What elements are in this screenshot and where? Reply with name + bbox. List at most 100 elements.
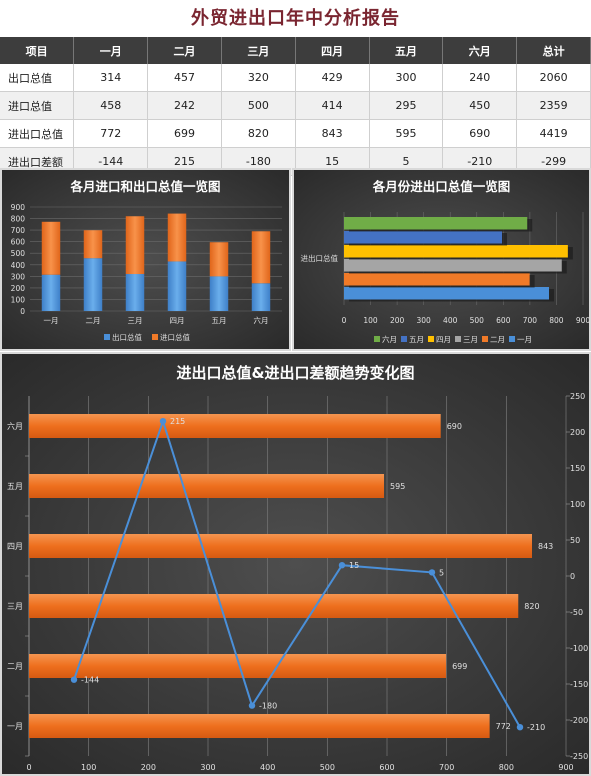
x-tick-label: 600 [379,763,394,772]
header-cell: 五月 [369,37,444,64]
line-data-label: -180 [259,702,277,711]
header-cell: 四月 [295,37,370,64]
stacked-bar-chart: 0 100 200 300 400 500 600 700 800 900 一月 二月 三月 四月 五月 六月… [11,203,282,342]
bar-total [29,414,441,438]
table-cell: 690 [442,119,518,148]
bar-data-label: 699 [452,662,467,671]
table-cell: 500 [221,91,296,120]
bar-export [167,261,187,311]
y-tick-label: 500 [11,249,26,258]
y2-tick-label: 0 [570,572,575,581]
legend-swatch-export [104,334,110,340]
table-cell: 772 [73,119,149,148]
summary-table: 项目 一月 二月 三月 四月 五月 六月 总计 出口总值 314 457 320… [0,37,591,176]
x-tick-label: 二月 [86,316,101,325]
table-cell: 295 [369,91,444,120]
x-tick-label: 100 [363,316,378,325]
line-point [516,724,524,731]
stacked-bar-chart-panel: 各月进口和出口总值一览图 0 100 200 300 400 500 600 700 800 90… [0,168,291,351]
bar-import [41,221,61,275]
line-data-label: -210 [527,723,545,732]
table-cell: 314 [73,64,149,92]
table-row: 进出口总值 772 699 820 843 595 690 4419 [0,119,591,148]
x-tick-label: 一月 [44,316,59,325]
x-tick-label: 0 [26,763,31,772]
y-tick-label: 700 [11,226,26,235]
x-tick-label: 600 [496,316,511,325]
horizontal-bar-chart-panel: 各月份进出口总值一览图 0 100 200 300 400 500 600 700 800 900… [292,168,591,351]
legend-swatch [374,336,380,342]
y-tick-label: 三月 [7,602,23,611]
line-data-label: 215 [170,417,185,426]
legend-label: 四月 [436,335,451,344]
bar-五月 [344,231,503,244]
x-tick-label: 500 [470,316,485,325]
header-cell: 三月 [221,37,296,64]
table-cell: 320 [221,64,296,92]
table-cell: 843 [295,119,370,148]
y-tick-label: 四月 [7,542,23,551]
legend-label: 三月 [463,335,478,344]
x-tick-label: 800 [499,763,514,772]
line-data-label: -144 [81,676,99,685]
table-cell: 450 [442,91,518,120]
x-tick-label: 900 [576,316,589,325]
bar-import [125,216,145,275]
combo-chart-panel: 进出口总值&进出口差额趋势变化图 0 100 200 300 400 500 600 700 8… [0,352,591,776]
legend-swatch [455,336,461,342]
legend-label: 二月 [490,335,505,344]
x-tick-label: 300 [417,316,432,325]
y2-tick-label: 150 [570,464,585,473]
table-cell: 595 [369,119,444,148]
table-cell: 240 [442,64,518,92]
bar-import [251,231,271,284]
table-row: 出口总值 314 457 320 429 300 240 2060 [0,64,591,92]
x-tick-label: 700 [439,763,454,772]
y-tick-label: 900 [11,203,26,212]
table-cell: 414 [295,91,370,120]
x-tick-label: 四月 [170,316,185,325]
table-cell: 457 [147,64,222,92]
legend-swatch-import [152,334,158,340]
y-tick-label: 600 [11,238,26,247]
y-tick-label: 300 [11,272,26,281]
y-tick-label: 800 [11,215,26,224]
bar-export [251,283,271,311]
y2-tick-label: 250 [570,392,585,401]
bar-export [41,274,61,311]
header-cell: 一月 [73,37,149,64]
bar-data-label: 595 [390,482,405,491]
line-point [248,702,256,709]
row-label: 进出口总值 [0,119,75,148]
line-data-label: 5 [439,568,444,577]
line-point [338,562,346,569]
legend-swatch [482,336,488,342]
bar-export [209,276,229,311]
x-tick-label: 100 [81,763,96,772]
x-tick-label: 900 [558,763,573,772]
bar-三月 [344,259,562,272]
x-tick-label: 三月 [128,316,143,325]
header-cell: 六月 [442,37,518,64]
row-label: 出口总值 [0,64,75,92]
line-point [70,676,78,683]
x-tick-label: 800 [549,316,564,325]
chart-title: 各月份进出口总值一览图 [372,179,511,194]
y-tick-label: 一月 [7,722,23,731]
table-cell: 2060 [516,64,591,92]
table-cell: 429 [295,64,370,92]
legend-swatch [428,336,434,342]
y-tick-label: 0 [20,307,25,316]
bar-data-label: 772 [496,722,511,731]
bar-import [209,242,229,277]
row-label: 进口总值 [0,91,75,120]
x-tick-label: 五月 [212,316,227,325]
bar-data-label: 820 [524,602,539,611]
header-cell: 项目 [0,37,75,64]
x-tick-label: 200 [390,316,405,325]
bar-二月 [344,273,530,286]
bar-total [29,474,385,498]
combo-chart: 0 100 200 300 400 500 600 700 800 900250200150100… [7,392,588,772]
x-tick-label: 400 [443,316,458,325]
